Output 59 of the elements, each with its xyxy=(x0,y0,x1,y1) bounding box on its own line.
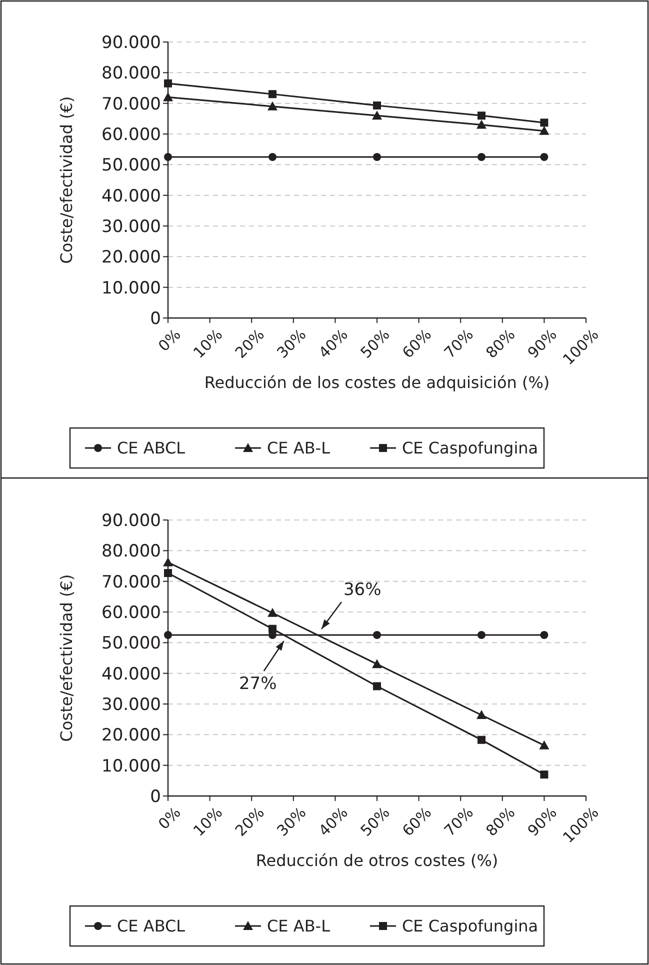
y-tick-label: 80.000 xyxy=(102,64,161,84)
point xyxy=(373,101,381,110)
legend-label: CE Caspofungina xyxy=(402,916,538,936)
point xyxy=(164,153,172,161)
legend-label: CE ABCL xyxy=(117,916,186,936)
point xyxy=(163,92,173,102)
legend-label: CE Caspofungina xyxy=(402,438,538,458)
y-tick-label: 90.000 xyxy=(102,510,161,531)
y-tick-label: 10.000 xyxy=(102,756,161,776)
point xyxy=(268,608,278,617)
x-axis-title: Reducción de los costes de adquisición (%) xyxy=(204,373,550,392)
y-tick-label: 90.000 xyxy=(102,32,161,53)
y-tick-label: 60.000 xyxy=(102,124,161,145)
y-tick-label: 70.000 xyxy=(102,94,161,114)
y-tick-label: 20.000 xyxy=(102,248,161,268)
point xyxy=(372,110,382,120)
point xyxy=(540,118,548,127)
y-tick-label: 40.000 xyxy=(102,664,161,684)
point xyxy=(373,631,381,639)
point xyxy=(476,120,486,129)
point xyxy=(540,631,548,639)
y-tick-label: 70.000 xyxy=(102,572,161,592)
y-tick-label: 10.000 xyxy=(102,278,161,298)
legend-label: CE AB-L xyxy=(267,438,330,458)
point xyxy=(539,740,550,750)
annotation: 27% xyxy=(238,674,277,694)
y-tick-label: 50.000 xyxy=(102,634,161,654)
y-tick-label: 30.000 xyxy=(102,694,161,715)
y-tick-label: 30.000 xyxy=(102,216,161,237)
y-tick-label: 20.000 xyxy=(102,726,161,746)
point xyxy=(540,153,548,161)
point xyxy=(478,631,486,639)
point xyxy=(268,153,276,161)
point xyxy=(268,90,276,98)
point xyxy=(163,557,173,566)
point xyxy=(268,101,278,110)
y-tick-label: 40.000 xyxy=(102,186,161,206)
point xyxy=(373,153,381,161)
legend-label: CE AB-L xyxy=(267,916,330,936)
point xyxy=(164,79,172,88)
point xyxy=(164,631,172,639)
legend-label: CE ABCL xyxy=(117,438,186,458)
point xyxy=(476,710,486,720)
point xyxy=(268,624,276,633)
point xyxy=(372,659,382,668)
y-tick-label: 80.000 xyxy=(102,542,161,562)
y-axis-title: Coste/efectividad (€) xyxy=(57,96,76,264)
point xyxy=(539,126,550,135)
x-axis-title: Reducción de otros costes (%) xyxy=(256,851,498,870)
annotation: 36% xyxy=(343,580,382,600)
point xyxy=(540,770,548,779)
point xyxy=(373,682,381,690)
y-tick-label: 50.000 xyxy=(102,156,161,176)
y-tick-label: 60.000 xyxy=(102,602,161,623)
point xyxy=(478,736,486,744)
point xyxy=(478,153,486,161)
point xyxy=(164,569,172,578)
point xyxy=(478,112,486,120)
y-axis-title: Coste/efectividad (€) xyxy=(57,574,76,742)
